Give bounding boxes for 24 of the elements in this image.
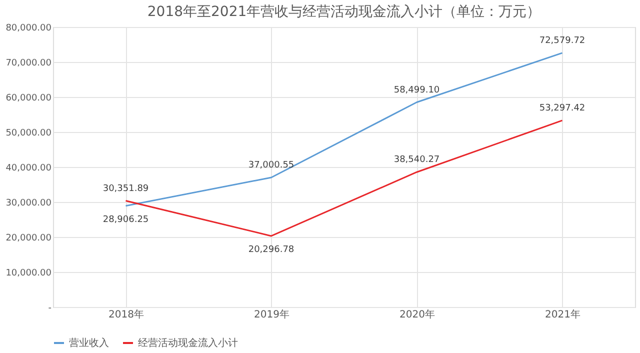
legend-label: 营业收入 <box>69 337 109 349</box>
data-label: 72,579.72 <box>539 36 586 46</box>
data-label: 28,906.25 <box>102 214 149 225</box>
x-tick-label: 2018年 <box>108 308 144 320</box>
legend-label: 经营活动现金流入小计 <box>138 337 238 349</box>
y-tick-label: 60,000.00 <box>6 94 52 104</box>
y-tick-label: 50,000.00 <box>6 128 52 138</box>
chart-title: 2018年至2021年营收与经营活动现金流入小计（单位：万元） <box>147 4 541 20</box>
y-tick-label: 20,000.00 <box>6 234 52 244</box>
data-label: 58,499.10 <box>394 85 440 96</box>
data-label: 38,540.27 <box>394 155 440 166</box>
x-tick-label: 2020年 <box>400 308 435 320</box>
data-label: 30,351.89 <box>102 184 149 194</box>
data-label: 53,297.42 <box>539 103 586 114</box>
x-tick-label: 2021年 <box>545 308 580 320</box>
y-tick-label: 30,000.00 <box>6 198 52 208</box>
y-tick-label: 10,000.00 <box>6 268 52 278</box>
x-tick-label: 2019年 <box>254 308 290 320</box>
y-tick-label: 70,000.00 <box>6 58 52 68</box>
y-tick-label: - <box>48 304 52 314</box>
data-label: 20,296.78 <box>248 244 294 255</box>
y-tick-label: 40,000.00 <box>6 164 52 174</box>
y-tick-label: 80,000.00 <box>6 24 52 34</box>
data-label: 37,000.55 <box>248 160 294 170</box>
